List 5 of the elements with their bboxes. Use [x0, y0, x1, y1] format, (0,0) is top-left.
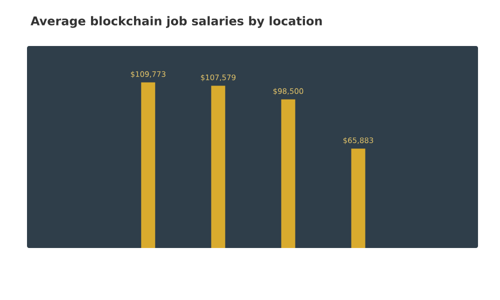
- bar: [211, 86, 226, 248]
- bar: [141, 82, 156, 248]
- bar: [281, 99, 296, 248]
- chart-title: Average blockchain job salaries by location: [30, 16, 322, 28]
- bar: [351, 148, 366, 248]
